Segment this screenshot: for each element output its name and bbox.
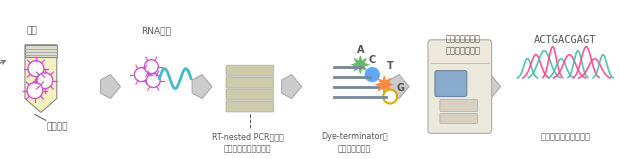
- Text: G: G: [396, 83, 404, 93]
- Circle shape: [144, 60, 158, 74]
- Circle shape: [146, 74, 161, 88]
- FancyBboxPatch shape: [428, 40, 492, 133]
- Text: A: A: [356, 45, 364, 55]
- FancyBboxPatch shape: [226, 101, 273, 112]
- Text: シーケンサーを
用いた電気泳動: シーケンサーを 用いた電気泳動: [445, 35, 480, 56]
- Polygon shape: [100, 75, 120, 99]
- FancyBboxPatch shape: [435, 71, 467, 97]
- FancyBboxPatch shape: [226, 89, 273, 100]
- Circle shape: [27, 83, 43, 99]
- Text: T: T: [387, 61, 394, 71]
- Text: ウイルス: ウイルス: [47, 122, 68, 131]
- Polygon shape: [389, 75, 409, 99]
- Polygon shape: [192, 75, 212, 99]
- Circle shape: [135, 68, 148, 82]
- Text: RNA抽出: RNA抽出: [141, 26, 171, 35]
- FancyBboxPatch shape: [226, 65, 273, 76]
- Text: 血漿: 血漿: [27, 26, 38, 35]
- Circle shape: [28, 61, 44, 77]
- Text: C: C: [369, 55, 376, 65]
- Circle shape: [365, 67, 380, 83]
- Polygon shape: [375, 76, 393, 93]
- Text: ACTGACGAGT: ACTGACGAGT: [534, 35, 596, 45]
- FancyBboxPatch shape: [440, 100, 477, 111]
- Polygon shape: [281, 75, 301, 99]
- Text: Dye-terminatorを
用いた標識反応: Dye-terminatorを 用いた標識反応: [321, 132, 388, 153]
- FancyBboxPatch shape: [440, 113, 477, 123]
- Circle shape: [383, 90, 397, 104]
- Polygon shape: [25, 45, 57, 57]
- Text: 塩基配列の編集と解析: 塩基配列の編集と解析: [540, 132, 590, 141]
- Polygon shape: [480, 75, 500, 99]
- Polygon shape: [352, 56, 370, 74]
- FancyBboxPatch shape: [226, 77, 273, 88]
- Circle shape: [37, 73, 53, 89]
- Polygon shape: [25, 45, 57, 112]
- Text: RT-nested PCRによる
ウイルス遺伝子の増幅: RT-nested PCRによる ウイルス遺伝子の増幅: [212, 132, 284, 153]
